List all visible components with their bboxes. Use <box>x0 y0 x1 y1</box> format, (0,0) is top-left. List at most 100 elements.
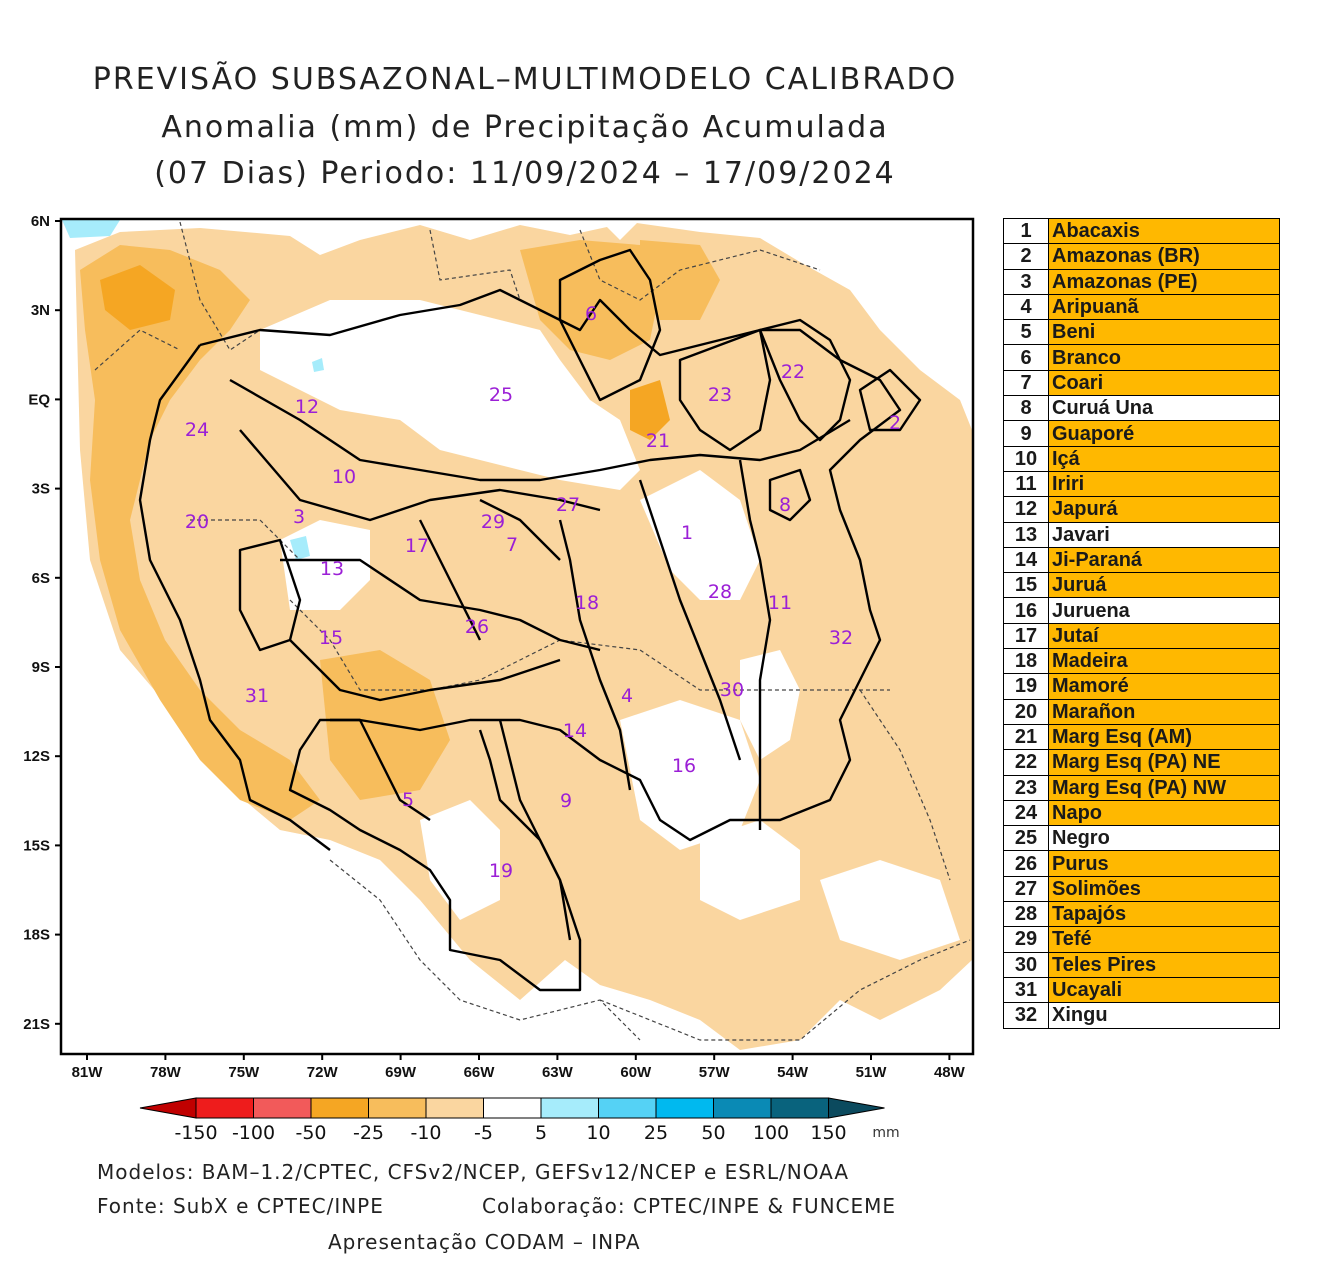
legend-basin-name: Teles Pires <box>1048 951 1280 978</box>
basin-label-9: 9 <box>560 790 572 812</box>
legend-row: 26 Purus <box>1003 850 1280 877</box>
legend-row: 14 Ji-Paraná <box>1003 546 1280 574</box>
basin-label-8: 8 <box>779 494 791 516</box>
legend-row: 22 Marg Esq (PA) NE <box>1003 749 1280 776</box>
legend-basin-name: Abacaxis <box>1048 217 1280 245</box>
legend-row: 2 Amazonas (BR) <box>1003 243 1280 270</box>
colorbar-segment <box>713 1097 772 1119</box>
legend-basin-name: Ji-Paraná <box>1048 546 1280 574</box>
colorbar-label: 10 <box>586 1122 610 1144</box>
legend-row: 4 Aripuanã <box>1003 293 1280 321</box>
colorbar-label: -10 <box>410 1122 441 1144</box>
colorbar-label: 150 <box>810 1122 846 1144</box>
lat-tick-label: 6N <box>31 213 50 230</box>
lat-tick-label: 21S <box>23 1016 50 1033</box>
legend-basin-name: Marg Esq (AM) <box>1048 723 1280 751</box>
lon-tick-label: 51W <box>856 1064 888 1081</box>
legend-row: 23 Marg Esq (PA) NW <box>1003 774 1280 801</box>
legend-basin-name: Amazonas (PE) <box>1048 268 1280 295</box>
lon-tick-label: 72W <box>307 1064 339 1081</box>
legend-basin-name: Curuá Una <box>1048 395 1280 422</box>
legend-number: 22 <box>1003 749 1049 776</box>
legend-basin-name: Marañon <box>1048 698 1280 725</box>
lon-tick-label: 81W <box>72 1064 104 1081</box>
legend-basin-name: Napo <box>1048 799 1280 827</box>
legend-number: 20 <box>1003 698 1049 725</box>
legend-number: 21 <box>1003 723 1049 751</box>
legend-row: 7 Coari <box>1003 369 1280 397</box>
legend-row: 21 Marg Esq (AM) <box>1003 723 1280 751</box>
basin-label-2: 2 <box>889 412 901 434</box>
basin-label-18: 18 <box>575 592 599 614</box>
legend-number: 27 <box>1003 875 1049 903</box>
legend-number: 2 <box>1003 243 1049 270</box>
lat-tick-label: 6S <box>32 570 50 587</box>
basin-label-3: 3 <box>293 506 305 528</box>
lat-tick-label: 9S <box>32 659 50 676</box>
legend-basin-name: Negro <box>1048 825 1280 852</box>
basin-label-28: 28 <box>708 581 732 603</box>
legend-basin-name: Aripuanã <box>1048 293 1280 321</box>
precipitation-map: 1 2 3 4 5 6 7 8 9 10 11 12 13 14 15 16 1… <box>23 213 975 1144</box>
colorbar-segment <box>540 1097 599 1119</box>
basin-label-27: 27 <box>556 494 580 516</box>
country-borders <box>94 221 971 1041</box>
legend-number: 3 <box>1003 268 1049 295</box>
basin-label-26: 26 <box>465 616 489 638</box>
legend-number: 30 <box>1003 951 1049 978</box>
footer-models: Modelos: BAM–1.2/CPTEC, CFSv2/NCEP, GEFS… <box>97 1160 850 1184</box>
legend-row: 29 Tefé <box>1003 926 1280 953</box>
legend-number: 13 <box>1003 521 1049 548</box>
legend-basin-name: Tefé <box>1048 926 1280 953</box>
basin-label-31: 31 <box>245 685 269 707</box>
colorbar-label: 100 <box>753 1122 789 1144</box>
footer-source: Fonte: SubX e CPTEC/INPE <box>97 1194 384 1218</box>
legend-row: 27 Solimões <box>1003 875 1280 903</box>
lon-tick-label: 63W <box>542 1064 574 1081</box>
basin-label-14: 14 <box>563 720 587 742</box>
colorbar-label: 25 <box>644 1122 668 1144</box>
colorbar-segment <box>598 1097 657 1119</box>
legend-row: 24 Napo <box>1003 799 1280 827</box>
legend-row: 17 Jutaí <box>1003 622 1280 650</box>
legend-basin-name: Madeira <box>1048 648 1280 675</box>
legend-number: 24 <box>1003 799 1049 827</box>
legend-basin-name: Juruena <box>1048 597 1280 624</box>
legend-basin-name: Juruá <box>1048 572 1280 599</box>
lon-tick-label: 60W <box>620 1064 652 1081</box>
basin-label-32: 32 <box>829 627 853 649</box>
map-subtitle: Anomalia (mm) de Precipitação Acumulada <box>161 110 889 145</box>
legend-row: 12 Japurá <box>1003 496 1280 523</box>
basin-label-29: 29 <box>481 511 505 533</box>
lon-tick-label: 78W <box>150 1064 182 1081</box>
colorbar-label: -150 <box>174 1122 217 1144</box>
legend-number: 23 <box>1003 774 1049 801</box>
basin-label-5: 5 <box>402 789 414 811</box>
lon-tick-label: 57W <box>699 1064 731 1081</box>
colorbar-right-arrow <box>828 1097 885 1119</box>
map-period: (07 Dias) Periodo: 11/09/2024 – 17/09/20… <box>154 156 896 191</box>
legend-number: 6 <box>1003 344 1049 371</box>
basin-boundaries <box>138 248 922 992</box>
legend-row: 28 Tapajós <box>1003 901 1280 928</box>
legend-row: 5 Beni <box>1003 319 1280 346</box>
legend-row: 31 Ucayali <box>1003 976 1280 1004</box>
colorbar-left-arrow <box>139 1097 197 1119</box>
colorbar-label: -5 <box>474 1122 493 1144</box>
legend-row: 11 Iriri <box>1003 470 1280 498</box>
legend-number: 29 <box>1003 926 1049 953</box>
legend-number: 18 <box>1003 648 1049 675</box>
colorbar-segment <box>770 1097 829 1119</box>
basin-label-4: 4 <box>621 685 633 707</box>
legend-basin-name: Iriri <box>1048 470 1280 498</box>
colorbar-label: -25 <box>353 1122 384 1144</box>
lat-tick-label: 15S <box>23 837 50 854</box>
legend-row: 32 Xingu <box>1003 1002 1280 1029</box>
legend-row: 13 Javari <box>1003 521 1280 548</box>
footer-presentation: Apresentação CODAM – INPA <box>328 1230 641 1254</box>
legend-number: 4 <box>1003 293 1049 321</box>
legend-row: 10 Içá <box>1003 445 1280 472</box>
anomaly-shading <box>62 220 972 1050</box>
legend-number: 19 <box>1003 673 1049 700</box>
legend-number: 31 <box>1003 976 1049 1004</box>
